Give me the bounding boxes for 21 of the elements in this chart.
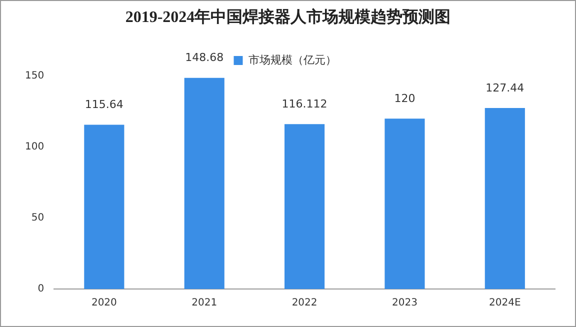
y-tick-label: 50 (31, 212, 44, 224)
x-tick-label: 2021 (192, 298, 218, 309)
data-label: 115.64 (84, 98, 124, 112)
data-label: 127.44 (486, 81, 524, 94)
legend-label: 市场规模（亿元） (248, 53, 336, 66)
bar (284, 124, 325, 289)
x-tick-label: 2022 (292, 298, 318, 309)
y-tick-label: 100 (24, 142, 44, 153)
y-tick-label: 0 (38, 284, 44, 295)
bar (484, 108, 525, 289)
bar (84, 124, 124, 289)
x-tick-label: 2023 (392, 298, 418, 309)
x-tick-label: 2024E (489, 298, 521, 309)
chart-title: 2019-2024年中国焊接器人市场规模趋势预测图 (124, 7, 452, 28)
data-label: 120 (394, 92, 416, 105)
data-label: 116.112 (282, 97, 328, 110)
x-tick-label: 2020 (91, 298, 117, 309)
bar (384, 118, 425, 289)
data-label: 148.68 (185, 51, 224, 64)
y-tick-label: 150 (24, 70, 44, 82)
bar (184, 78, 224, 289)
